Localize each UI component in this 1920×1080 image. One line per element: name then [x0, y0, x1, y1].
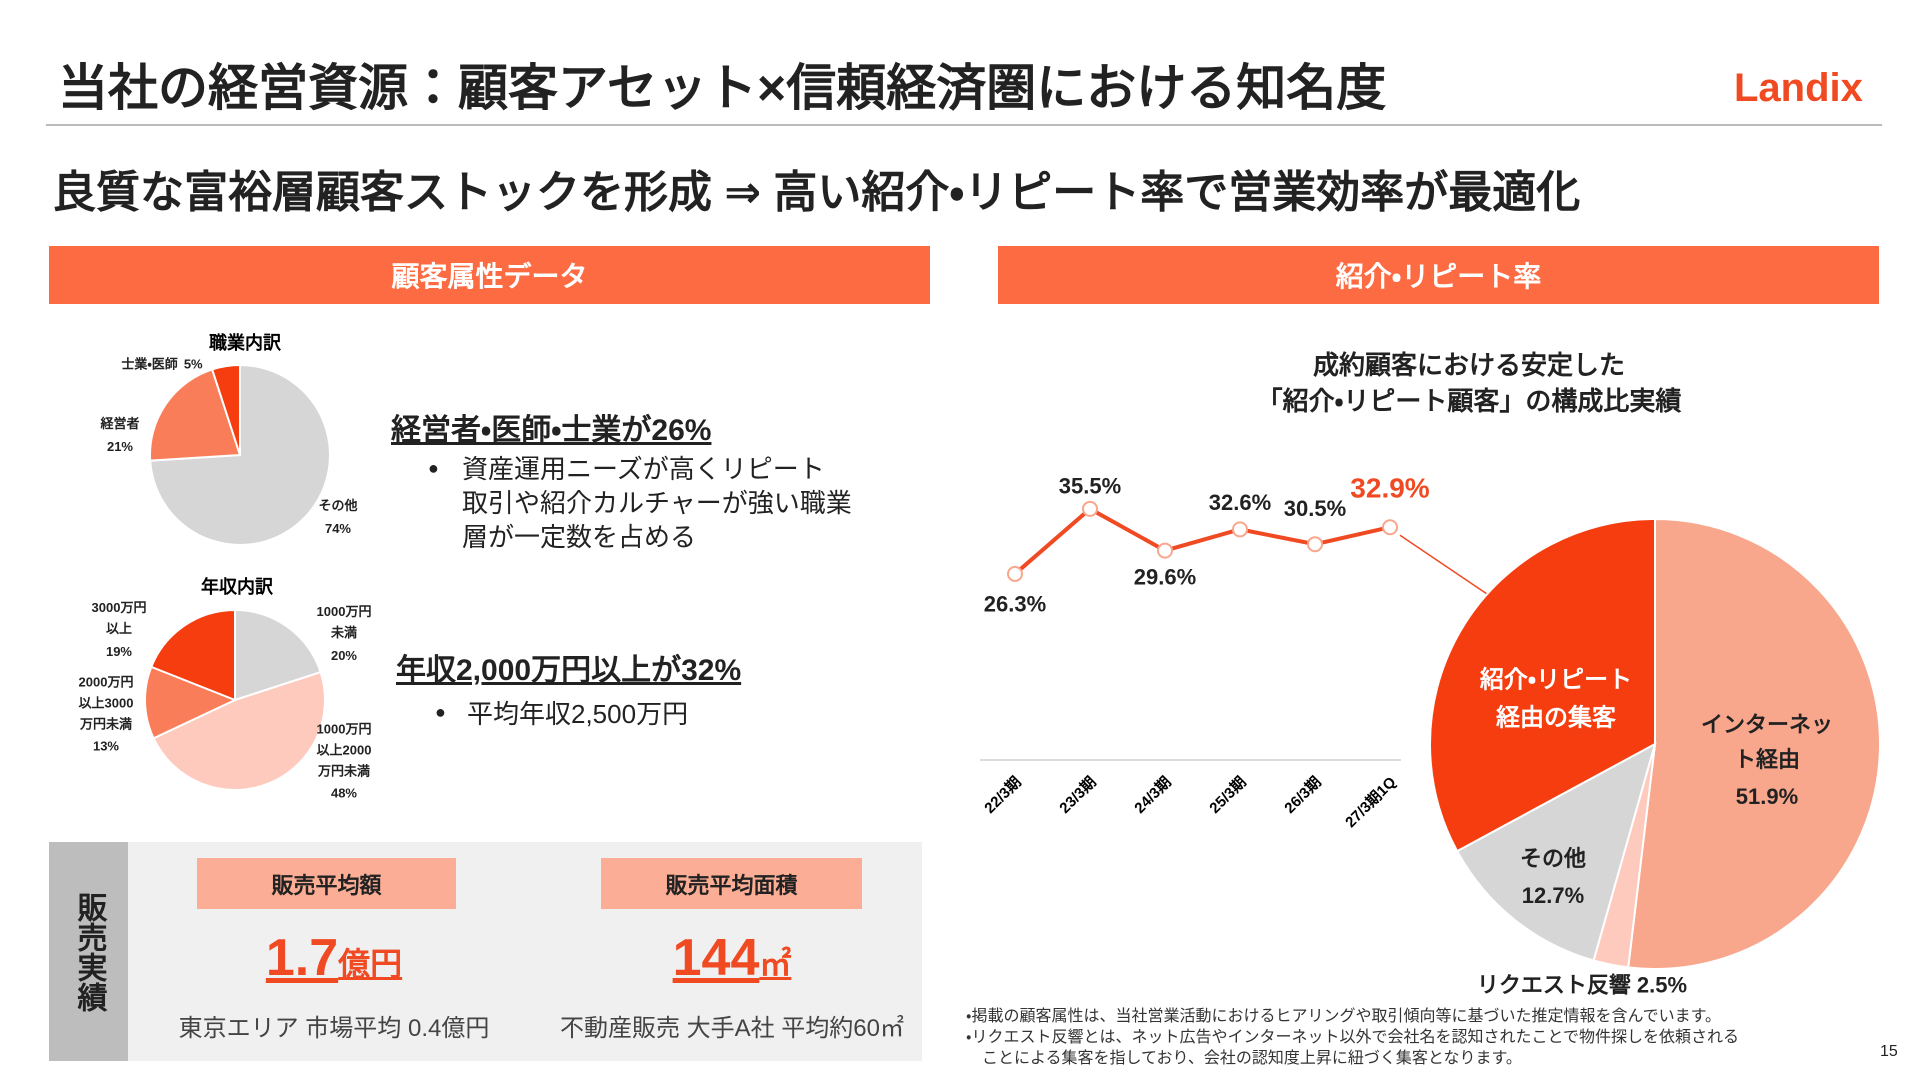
- section-heading: 顧客属性データ: [49, 246, 930, 304]
- x-tick-label: 25/3期: [1206, 773, 1250, 817]
- data-label: 32.6%: [1209, 490, 1271, 515]
- pie-category: 紹介・リピート 経由の集客: [1479, 666, 1633, 732]
- pie-slice: [1455, 741, 1657, 962]
- headline: 年収2,000万円以上が32%: [396, 654, 742, 687]
- pie-slice: [1429, 517, 1656, 853]
- chart-title: 成約顧客における安定した 「紹介・リピート顧客」の構成比実績: [1256, 350, 1682, 416]
- pie-category: 士業・医師: [121, 356, 178, 372]
- pie-value: 20%: [330, 647, 358, 663]
- connector: [1399, 534, 1491, 597]
- x-tick-label: 27/3期1Q: [1341, 773, 1399, 831]
- pie-value: 51.9%: [1735, 784, 1799, 810]
- pie-category: リクエスト反響: [1476, 972, 1631, 998]
- marker: [1232, 521, 1248, 538]
- title: 当社の経営資源：顧客アセット×信頼経済圏における知名度: [58, 60, 1387, 116]
- headline: 経営者・医師・士業が26%: [391, 414, 712, 447]
- pie-category: 2000万円 以上3000 万円未満: [78, 674, 134, 731]
- pie-category: 1000万円 未満: [316, 603, 372, 640]
- pie-value: 48%: [330, 785, 358, 801]
- pie-category: インターネット経由: [1700, 712, 1833, 773]
- logo: Landix: [1734, 66, 1863, 110]
- x-tick-label: 23/3期: [1056, 773, 1100, 817]
- data-label: 30.5%: [1284, 496, 1346, 521]
- pie-slice: [152, 670, 326, 791]
- kpi-heading: 販売平均額: [197, 858, 456, 909]
- marker: [1307, 536, 1323, 553]
- x-tick-label: 22/3期: [981, 773, 1025, 817]
- marker: [1007, 565, 1023, 582]
- pie-slice: [234, 608, 322, 702]
- pie-label: 1000万円 未満 20%: [317, 602, 372, 666]
- pie-title: 職業内訳: [209, 332, 282, 353]
- pie-label: 士業・医師 5%: [121, 355, 202, 376]
- pie-category: 1000万円 以上2000 万円未満: [316, 721, 372, 778]
- kpi: 1.7億円: [184, 928, 484, 988]
- pie-slice: [1627, 517, 1881, 970]
- pie-label: 2000万円 以上3000 万円未満 13%: [79, 672, 134, 757]
- pie-category: その他: [1519, 845, 1587, 871]
- page-number: 15: [1880, 1043, 1898, 1060]
- divider: [46, 124, 1882, 126]
- pie-value: 5%: [183, 356, 203, 372]
- data-label: 35.5%: [1059, 474, 1121, 499]
- pie-value: 21%: [106, 439, 134, 454]
- kpi-unit: ㎡: [759, 946, 792, 982]
- pie-label: 紹介・リピート 経由の集客: [1480, 662, 1632, 739]
- marker: [1382, 519, 1398, 536]
- data-label: 32.9%: [1350, 473, 1429, 504]
- kpi-heading: 販売平均面積: [601, 858, 862, 909]
- pie-slice: [144, 665, 238, 740]
- kpi-value: 144: [672, 929, 760, 987]
- kpi-unit: 億円: [338, 946, 403, 982]
- data-label: 26.3%: [984, 592, 1046, 617]
- pie-category: 3000万円 以上: [91, 599, 147, 636]
- note: ・掲載の顧客属性は、当社営業活動におけるヒアリングや取引傾向等に基づいた推定情報…: [966, 1008, 1722, 1025]
- pie-value: 74%: [324, 521, 352, 536]
- marker: [1082, 500, 1098, 517]
- kpi-value: 1.7: [265, 929, 339, 987]
- marker: [1157, 542, 1173, 559]
- sales-label: 販売実績: [49, 842, 128, 1061]
- pie-category: 経営者: [100, 416, 140, 432]
- pie-label: その他 74%: [318, 496, 357, 540]
- pie-slice: [150, 608, 236, 702]
- pie-label: 経営者 21%: [100, 414, 139, 458]
- pie-label: リクエスト反響 2.5%: [1477, 967, 1687, 1002]
- kpi: 144㎡: [582, 928, 882, 988]
- pie-value: 12.7%: [1521, 883, 1585, 908]
- bullet-dot: ●: [435, 702, 446, 722]
- pie-label: 1000万円 以上2000 万円未満 48%: [317, 719, 372, 804]
- pie-label: 3000万円 以上 19%: [92, 598, 147, 662]
- pie-slice: [149, 368, 242, 462]
- kpi-note: 不動産販売 大手A社 平均約60㎡: [559, 1015, 905, 1042]
- note: ・リクエスト反響とは、ネット広告やインターネット以外で会社名を認知されたことで物…: [966, 1029, 1739, 1067]
- line-series: [1013, 506, 1391, 576]
- pie-title: 年収内訳: [201, 576, 274, 597]
- section-heading: 紹介・リピート率: [998, 246, 1879, 304]
- pie-value: 19%: [105, 643, 133, 659]
- pie-label: インターネット経由 51.9%: [1691, 707, 1844, 815]
- x-tick-label: 26/3期: [1281, 773, 1325, 817]
- bullet-text: 資産運用ニーズが高くリピート 取引や紹介カルチャーが強い職業 層が一定数を占める: [462, 454, 852, 552]
- subtitle: 良質な富裕層顧客ストックを形成 ⇒ 高い紹介・リピート率で営業効率が最適化: [52, 168, 1581, 217]
- pie-label: その他 12.7%: [1520, 841, 1586, 913]
- bullet-dot: ●: [428, 458, 439, 478]
- data-label: 29.6%: [1134, 564, 1196, 589]
- pie-value: 13%: [92, 738, 120, 754]
- kpi-note: 東京エリア 市場平均 0.4億円: [178, 1015, 490, 1042]
- x-tick-label: 24/3期: [1131, 773, 1175, 817]
- pie-slice: [210, 363, 241, 456]
- bullet-text: 平均年収2,500万円: [467, 699, 689, 729]
- pie-value: 2.5%: [1636, 972, 1688, 998]
- pie-category: その他: [318, 498, 358, 514]
